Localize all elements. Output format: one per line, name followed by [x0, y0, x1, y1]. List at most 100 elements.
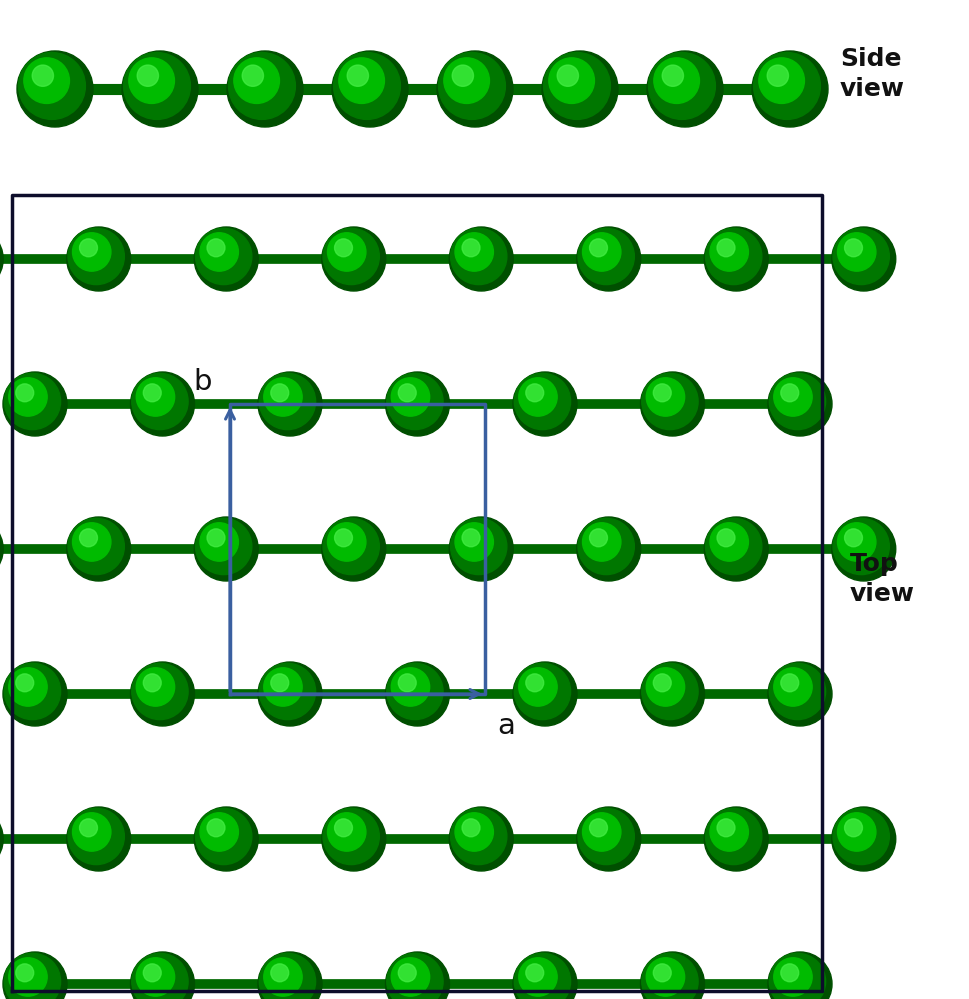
Circle shape [385, 662, 449, 726]
Circle shape [758, 58, 803, 104]
Circle shape [648, 53, 715, 120]
Circle shape [582, 813, 620, 851]
Circle shape [131, 952, 195, 999]
Circle shape [333, 53, 400, 120]
Circle shape [129, 58, 174, 104]
Circle shape [323, 518, 379, 574]
Circle shape [334, 239, 352, 257]
Circle shape [68, 808, 124, 864]
Circle shape [196, 518, 252, 574]
Circle shape [67, 517, 131, 581]
Circle shape [347, 65, 368, 86]
Circle shape [768, 663, 825, 719]
Circle shape [258, 662, 322, 726]
Circle shape [773, 378, 811, 417]
Circle shape [589, 239, 607, 257]
Circle shape [385, 952, 449, 999]
Circle shape [264, 958, 302, 996]
Circle shape [751, 51, 828, 127]
Circle shape [242, 65, 264, 86]
Circle shape [194, 227, 258, 291]
Circle shape [391, 378, 429, 417]
Circle shape [830, 227, 894, 291]
Circle shape [514, 663, 570, 719]
Circle shape [709, 522, 748, 561]
Circle shape [206, 528, 225, 546]
Circle shape [328, 522, 365, 561]
Circle shape [79, 239, 97, 257]
Circle shape [17, 51, 93, 127]
Circle shape [662, 65, 683, 86]
Circle shape [577, 227, 641, 291]
Circle shape [437, 51, 513, 127]
Circle shape [780, 384, 797, 402]
Circle shape [582, 233, 620, 271]
Circle shape [334, 819, 352, 837]
Circle shape [525, 964, 544, 982]
Circle shape [640, 372, 703, 436]
Circle shape [196, 808, 252, 864]
Circle shape [773, 667, 811, 706]
Circle shape [0, 807, 3, 871]
Circle shape [331, 51, 408, 127]
Circle shape [640, 952, 703, 999]
Circle shape [768, 374, 825, 430]
Circle shape [259, 374, 315, 430]
Circle shape [645, 958, 684, 996]
Circle shape [641, 374, 698, 430]
Circle shape [518, 958, 556, 996]
Circle shape [122, 51, 198, 127]
Circle shape [32, 65, 53, 86]
Circle shape [709, 233, 748, 271]
Circle shape [589, 528, 607, 546]
Circle shape [514, 953, 570, 999]
Circle shape [438, 53, 505, 120]
Circle shape [773, 958, 811, 996]
Circle shape [640, 662, 703, 726]
Circle shape [716, 239, 735, 257]
Circle shape [836, 233, 875, 271]
Circle shape [9, 667, 47, 706]
Circle shape [270, 384, 289, 402]
Circle shape [653, 58, 699, 104]
Circle shape [589, 819, 607, 837]
Circle shape [832, 808, 889, 864]
Circle shape [645, 378, 684, 417]
Circle shape [4, 374, 60, 430]
Circle shape [3, 372, 67, 436]
Circle shape [67, 227, 131, 291]
Circle shape [73, 233, 110, 271]
Circle shape [450, 808, 507, 864]
Circle shape [16, 674, 34, 691]
Circle shape [398, 674, 416, 691]
Circle shape [578, 518, 634, 574]
Circle shape [716, 528, 735, 546]
Circle shape [844, 528, 861, 546]
Circle shape [136, 378, 174, 417]
Circle shape [16, 964, 34, 982]
Circle shape [68, 229, 124, 285]
Circle shape [704, 808, 761, 864]
Circle shape [582, 522, 620, 561]
Circle shape [653, 674, 671, 691]
Circle shape [398, 964, 416, 982]
Circle shape [24, 58, 70, 104]
Circle shape [264, 667, 302, 706]
Circle shape [703, 807, 767, 871]
Circle shape [461, 239, 480, 257]
Circle shape [449, 227, 513, 291]
Circle shape [132, 953, 188, 999]
Circle shape [132, 663, 188, 719]
Circle shape [449, 807, 513, 871]
Circle shape [836, 522, 875, 561]
Circle shape [525, 674, 544, 691]
Circle shape [328, 813, 365, 851]
Circle shape [259, 953, 315, 999]
Circle shape [323, 808, 379, 864]
Circle shape [450, 229, 507, 285]
Circle shape [194, 517, 258, 581]
Circle shape [9, 958, 47, 996]
Circle shape [832, 518, 889, 574]
Circle shape [4, 663, 60, 719]
Circle shape [513, 662, 577, 726]
